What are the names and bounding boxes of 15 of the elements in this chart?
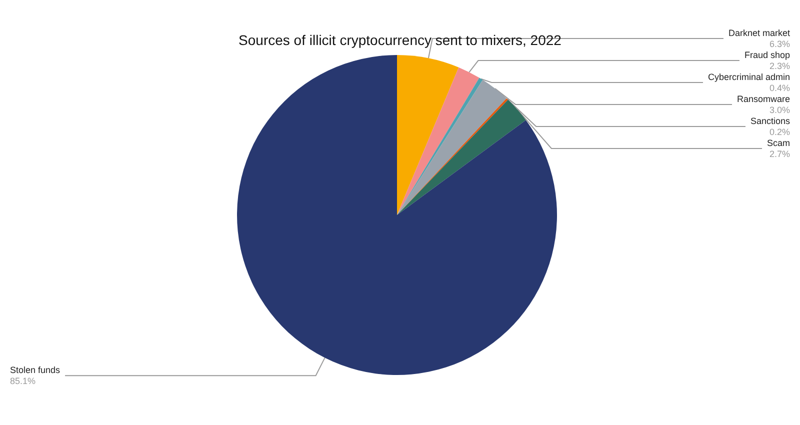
data-label: 2.7% [769, 149, 790, 160]
data-label: 0.2% [769, 127, 790, 138]
slice-label: Fraud shop [744, 50, 790, 60]
slice-label: Ransomware [736, 94, 790, 104]
slice-label: Sanctions [750, 116, 790, 126]
slice-label: Darknet market [728, 28, 790, 38]
slice-label: Cybercriminal admin [708, 72, 790, 82]
data-label: 2.3% [769, 61, 790, 72]
data-label: 3.0% [769, 105, 790, 116]
data-label: 0.4% [769, 83, 790, 94]
chart-title: Sources of illicit cryptocurrency sent to mixers, 2022 [238, 32, 562, 48]
slice-label: Scam [766, 138, 790, 148]
data-label: 6.3% [769, 39, 790, 50]
data-label: 85.1% [10, 376, 36, 386]
slice-label: Stolen funds [10, 365, 61, 376]
